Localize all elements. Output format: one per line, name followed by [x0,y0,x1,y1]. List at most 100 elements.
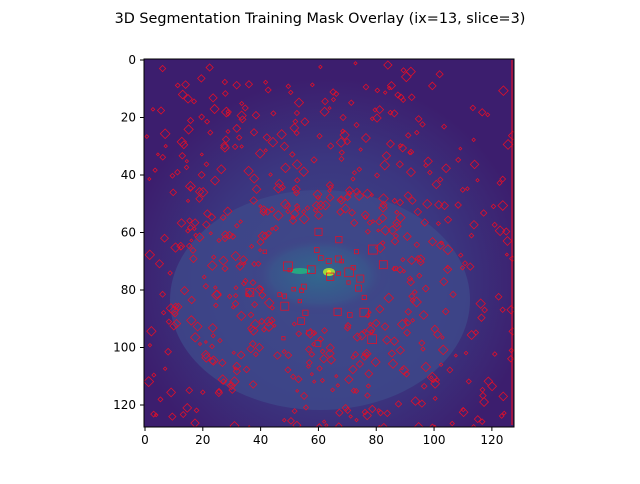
mask-contour-mark [298,213,310,225]
mask-contour-mark [201,349,211,360]
mask-contour-mark [253,351,259,358]
mask-contour-mark [177,89,188,100]
mask-contour-mark [362,83,370,91]
mask-contour-mark [321,327,328,335]
mask-contour-mark [437,344,449,356]
mask-contour-mark [176,136,188,148]
mask-contour-mark [494,292,503,301]
mask-contour-mark [268,172,273,177]
mask-contour-mark [220,141,229,150]
mask-contour-mark [367,321,373,327]
mask-contour-mark [220,106,232,118]
mask-contour-mark [350,218,359,228]
mask-contour-mark [169,172,176,179]
mask-contour-mark [325,348,335,359]
mask-contour-mark [245,287,255,297]
mask-contour-mark [418,339,426,347]
mask-contour-mark [463,350,469,356]
mask-contour-mark [288,216,298,225]
mask-contour-mark [225,129,231,135]
mask-contour-mark [258,291,267,300]
mask-contour-mark [238,219,243,224]
mask-contour-mark [150,410,158,418]
x-axis: 0 20 40 60 80 100 120 [141,427,503,447]
mask-contour-mark [199,152,204,157]
mask-contour-mark [189,254,198,264]
mask-contour-mark [306,329,312,336]
mask-contour-mark [381,151,392,161]
mask-contour-mark [316,200,326,211]
mask-contour-mark [455,156,462,163]
mask-contour-mark [404,308,413,316]
mask-contour-mark [319,377,326,384]
mask-contour-mark [405,66,416,77]
mask-contour-mark [254,148,266,159]
mask-contour-mark [368,244,378,255]
axes-frame [143,58,515,428]
mask-contour-mark [325,193,335,202]
mask-contour-mark [471,423,477,427]
mask-contour-mark [405,132,412,139]
mask-contour-mark [446,366,454,374]
mask-contour-mark [339,129,350,141]
mask-contour-mark [247,324,256,333]
mask-contour-mark [202,283,210,290]
mask-contour-mark [498,413,505,419]
mask-contour-mark [201,274,207,280]
mask-contour-mark [468,232,475,239]
mask-contour-mark [211,254,217,260]
mask-contour-mark [189,238,194,243]
mask-contour-mark [350,387,357,394]
mask-contour-mark [319,354,329,364]
mask-contour-mark [158,64,167,73]
mask-contour-mark [291,321,297,327]
mask-contour-mark [182,402,193,413]
mask-contour-mark [160,233,170,243]
mask-contour-mark [234,222,240,229]
mask-contour-mark [280,162,291,174]
mask-contour-mark [379,200,388,209]
mask-contour-mark [293,129,300,137]
mask-contour-mark [262,133,272,142]
mask-contour-mark [396,318,408,330]
mask-contour-mark [353,190,365,202]
mask-contour-mark [297,298,302,304]
mask-contour-mark [442,244,454,256]
y-tick-label: 120 [113,398,136,412]
mask-contour-mark [238,261,243,267]
mask-contour-mark [475,178,480,183]
mask-contour-mark [469,220,479,230]
mask-contour-mark [193,407,200,414]
mask-contour-mark [394,400,403,408]
mask-contour-mark [427,237,438,247]
mask-contour-mark [471,137,476,143]
mask-contour-mark [287,267,292,273]
mask-contour-mark [439,277,449,287]
mask-contour-mark [281,293,288,299]
mask-contour-mark [233,292,239,299]
mask-contour-mark [466,262,475,271]
mask-contour-mark [267,136,279,148]
mask-contour-mark [159,290,167,298]
mask-contour-mark [273,351,282,360]
mask-contour-mark [154,259,165,269]
mask-contour-mark [249,128,259,137]
mask-contour-mark [293,97,305,108]
mask-contour-mark [368,404,377,414]
mask-contour-mark [340,203,351,214]
mask-contour-mark [248,243,255,250]
mask-contour-mark [369,116,375,122]
mask-contour-mark [292,420,302,427]
mask-contour-mark [339,258,344,264]
mask-contour-mark [238,115,247,124]
mask-contour-mark [210,175,221,186]
mask-contour-mark [221,135,231,144]
mask-contour-mark [338,149,345,156]
mask-contour-mark [213,302,219,309]
mask-contour-mark [361,294,367,300]
mask-contour-mark [229,420,240,427]
mask-contour-mark [209,103,220,115]
mask-contour-mark [338,155,345,162]
mask-contour-mark [163,143,168,149]
mask-contour-mark [243,165,254,177]
